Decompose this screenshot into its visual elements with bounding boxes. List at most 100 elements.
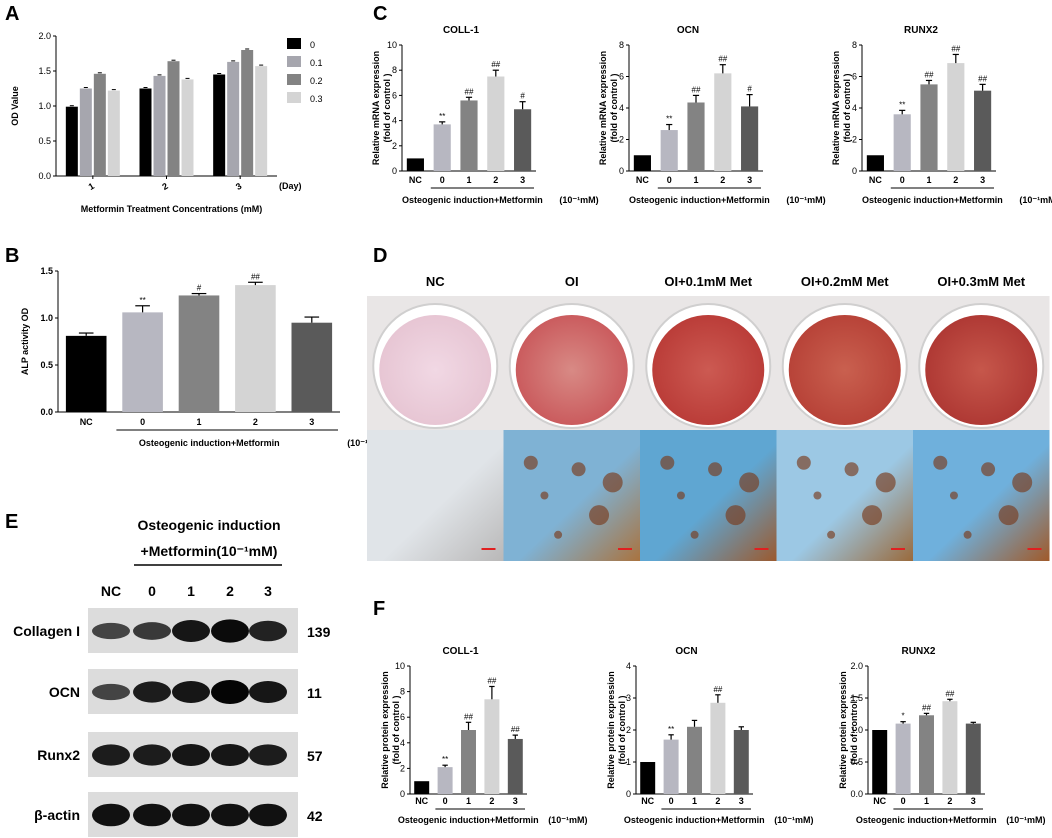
bar-0 — [895, 723, 911, 794]
x-tick-label: 0 — [669, 796, 674, 806]
blot-title-line2: +Metformin(10⁻¹mM) — [141, 543, 278, 559]
x-tick-label: 2 — [493, 175, 498, 185]
bar-2 — [942, 701, 958, 794]
protein-band — [172, 620, 210, 642]
bar-3 — [507, 738, 523, 794]
x-axis-label: Osteogenic induction+Metformin — [402, 195, 543, 205]
x-axis-label: Metformin Treatment Concentrations (mM) — [81, 204, 263, 214]
significance-label: ## — [978, 74, 987, 83]
y-tick-label: 6 — [400, 712, 405, 722]
x-tick-label: 0 — [900, 175, 905, 185]
y-tick-label: 8 — [392, 65, 397, 75]
x-axis-label: Osteogenic induction+Metformin — [624, 815, 765, 825]
alizarin-red-stained-well — [652, 315, 765, 425]
bar-2 — [487, 76, 505, 171]
protein-band — [172, 803, 210, 827]
y-tick-label: 2.0 — [38, 31, 51, 41]
mineral-nodule — [813, 491, 822, 500]
chart-c3: 0 2 4 6 8 NC ** 0 ## 1 ## 2 ## 3 Osteogenic induction+… — [831, 25, 1052, 205]
x-tick-label: 3 — [739, 796, 744, 806]
bar-2 — [235, 285, 276, 412]
bar-day2-series0.2 — [167, 61, 180, 177]
lane-label: NC — [101, 583, 121, 599]
y-tick-label: 0.0 — [38, 171, 51, 181]
legend-entry: 0.3 — [310, 94, 323, 104]
bar-3 — [965, 723, 981, 794]
y-tick-label: 6 — [392, 90, 397, 100]
legend-entry: 0.1 — [310, 58, 323, 68]
chart-c1: 0 2 4 6 8 10 NC ** 0 ## 1 ## 2 #3 Osteogenic induction… — [371, 25, 599, 205]
bar-1 — [920, 84, 938, 171]
x-tick-label: 2 — [715, 796, 720, 806]
x-tick-label: 1 — [87, 181, 96, 192]
significance-label: ## — [925, 70, 934, 79]
y-axis-label: Relative protein expression(fold of cont… — [838, 671, 859, 789]
mineral-nodule — [739, 472, 760, 493]
blot-row-kda: 42 — [307, 808, 323, 824]
bar-day3-series0.1 — [227, 61, 240, 176]
significance-label: ## — [464, 712, 473, 721]
protein-band — [211, 803, 249, 827]
mineral-nodule — [571, 462, 586, 477]
legend-entry: 0.2 — [310, 76, 323, 86]
mineral-nodule — [949, 491, 958, 500]
x-tick-label: NC — [641, 796, 654, 806]
x-tick-label: NC — [80, 417, 93, 427]
bar-NC — [65, 335, 107, 412]
x-axis-label: Osteogenic induction+Metformin — [862, 195, 1003, 205]
y-tick-label: 2 — [400, 763, 405, 773]
y-tick-label: 0 — [392, 166, 397, 176]
x-tick-label: 0 — [901, 796, 906, 806]
x-tick-label: NC — [869, 175, 882, 185]
y-tick-label: 2 — [619, 135, 624, 145]
chart-f1: 0 2 4 6 8 10 NC ** 0 ## 1 ## 2 ## 3 Osteogenic inductio… — [380, 646, 587, 825]
chart-title: RUNX2 — [902, 646, 936, 657]
x-tick-label: 3 — [309, 417, 314, 427]
bar-2 — [484, 699, 500, 794]
protein-band — [133, 622, 171, 640]
panel-label-a: A — [5, 3, 19, 25]
x-tick-label: 0 — [443, 796, 448, 806]
bar-1 — [460, 100, 478, 171]
x-unit-label: (Day) — [279, 181, 302, 191]
bar-day1-series0 — [65, 106, 78, 176]
protein-band — [172, 744, 210, 766]
y-tick-label: 0 — [619, 166, 624, 176]
chart-b: 0.0 0.5 1.0 1.5 NC ** 0 #1 ## 2 3 Osteogenic induct… — [20, 266, 386, 448]
blot-row-label: OCN — [49, 684, 80, 700]
y-tick-label: 4 — [392, 116, 397, 126]
blot-row-kda: 11 — [307, 685, 322, 701]
significance-label: ## — [251, 272, 260, 281]
significance-label: ** — [899, 100, 905, 109]
x-tick-label: 3 — [513, 796, 518, 806]
y-tick-label: 0 — [852, 166, 857, 176]
mineral-nodule — [554, 530, 563, 539]
x-unit-label: (10⁻¹mM) — [1019, 195, 1052, 205]
y-tick-label: 8 — [619, 40, 624, 50]
chart-title: OCN — [675, 646, 697, 657]
protein-band — [92, 803, 130, 827]
chart-c2: 0 2 4 6 8 NC ** 0 ## 1 ## 2 #3 Osteogenic induction+M… — [598, 25, 826, 205]
y-axis-label-line: Relative protein expression — [380, 671, 390, 789]
significance-label: # — [747, 85, 752, 94]
chart-title: COLL-1 — [443, 25, 480, 36]
bar-2 — [710, 702, 726, 794]
blot-title-line1: Osteogenic induction — [137, 517, 280, 533]
protein-band — [92, 622, 130, 640]
chart-a: 0.0 0.5 1.0 1.5 2.0 1 2 3 (Day) Metformin Treatme… — [10, 31, 323, 214]
protein-band — [92, 744, 130, 766]
significance-label: ## — [511, 725, 520, 734]
significance-label: ## — [692, 85, 701, 94]
y-axis-label: Relative protein expression(fold of cont… — [606, 671, 627, 789]
legend-swatch — [287, 56, 301, 67]
y-tick-label: 0.5 — [850, 757, 863, 767]
mineral-nodule — [676, 491, 685, 500]
micrograph-image — [640, 430, 777, 561]
mineral-nodule — [796, 455, 811, 470]
y-axis-label-line: Relative protein expression — [606, 671, 616, 789]
significance-label: ## — [922, 703, 931, 712]
bar-0 — [893, 114, 911, 171]
bar-day3-series0 — [213, 74, 226, 176]
well-column-header: OI+0.3mM Met — [937, 274, 1025, 289]
